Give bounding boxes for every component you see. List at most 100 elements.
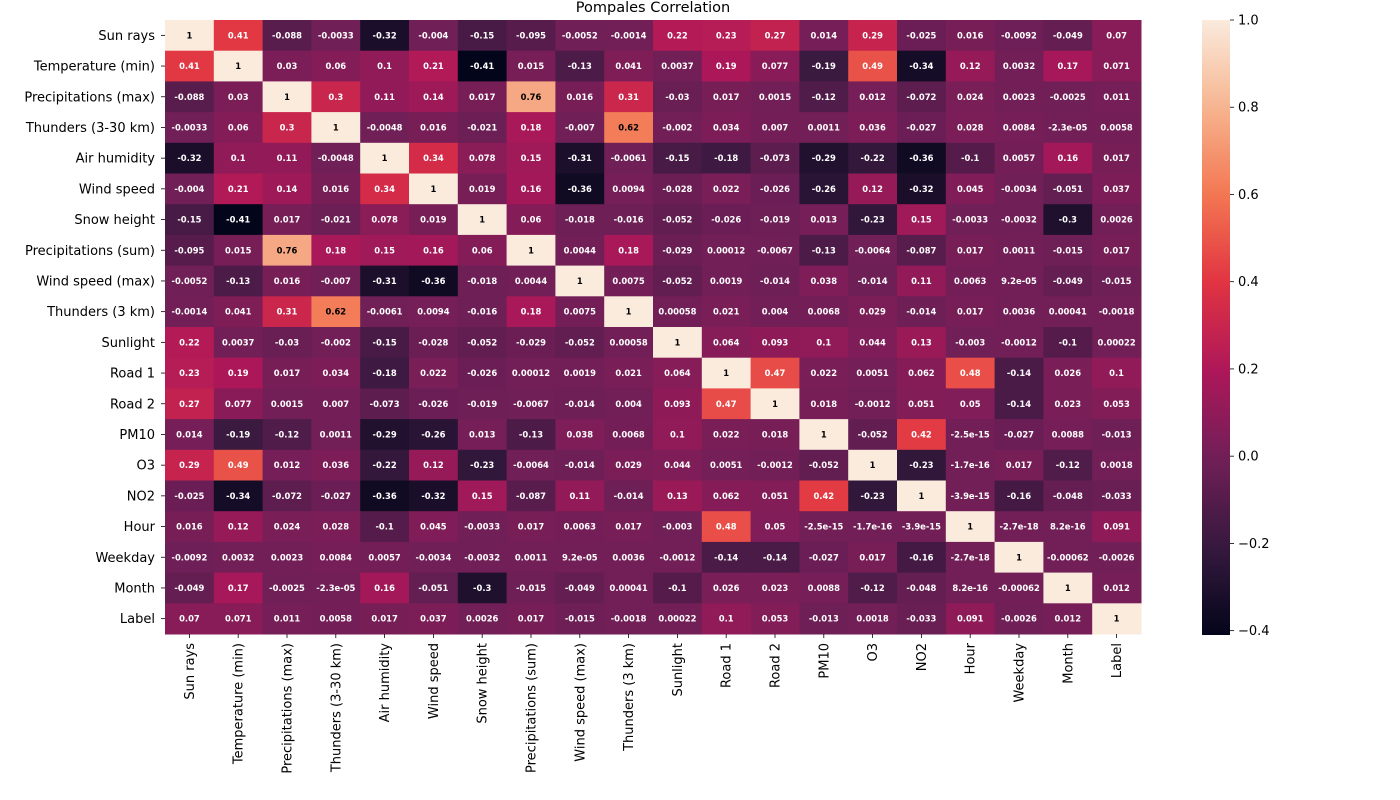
heatmap-cell [360,419,410,451]
cell-value-label: 0.016 [567,92,594,102]
heatmap-cell [555,265,605,297]
heatmap-cell [701,480,752,512]
heatmap-cell [506,81,556,113]
cell-value-label: 0.037 [1103,184,1130,194]
cell-value-label: 0.12 [228,522,249,532]
heatmap-cell [848,296,898,328]
heatmap-cell [409,112,459,144]
heatmap-cell [750,572,800,604]
colorbar-tick-label: 0.0 [1238,450,1259,465]
cell-value-label: 0.077 [225,399,252,409]
cell-value-label: 0.12 [960,61,981,71]
cell-value-label: 0.76 [277,245,298,255]
cell-value-label: -0.34 [909,61,933,71]
heatmap-cell [262,511,312,543]
heatmap-cell [165,357,215,389]
cell-value-label: -0.31 [568,153,592,163]
heatmap-cell [409,572,459,604]
heatmap-cell [897,50,947,82]
heatmap-cell [701,265,752,297]
cell-value-label: -0.049 [565,583,595,593]
cell-value-label: -0.015 [1102,276,1132,286]
heatmap-cell [750,296,800,328]
cell-value-label: 0.017 [1006,460,1033,470]
heatmap-cell [311,112,361,144]
cell-value-label: -0.0067 [757,245,793,255]
heatmap-cell [555,511,605,543]
heatmap-cell [360,296,410,328]
heatmap-cell [701,234,752,267]
cell-value-label: -0.19 [812,61,836,71]
heatmap-cell [750,449,800,481]
cell-value-label: -0.013 [1102,429,1132,439]
heatmap-cell [165,572,215,604]
cell-value-label: -0.14 [1007,368,1031,378]
heatmap-cell [799,603,849,635]
heatmap-cell [945,173,996,205]
heatmap-cell [165,511,215,543]
cell-value-label: 8.2e-16 [1050,522,1086,532]
cell-value-label: -0.021 [467,122,497,132]
cell-value-label: 0.034 [323,368,350,378]
y-tick-label: Precipitations (max) [24,90,155,105]
heatmap-cell [1043,480,1093,512]
heatmap-cell [360,81,410,113]
heatmap-cell [604,204,654,236]
cell-value-label: -0.0092 [1001,30,1037,40]
cell-value-label: 0.017 [957,307,984,317]
heatmap-cell [653,234,703,267]
heatmap-cell [360,142,410,174]
cell-value-label: -0.015 [1053,245,1083,255]
heatmap-cell [262,112,312,144]
heatmap-cell [945,142,996,174]
heatmap-cell [945,204,996,236]
heatmap-cell [1092,142,1142,174]
cell-value-label: -0.0048 [318,153,354,163]
cell-value-label: 0.023 [1055,399,1082,409]
heatmap-cell [555,142,605,174]
cell-value-label: 0.038 [567,429,594,439]
cell-value-label: 0.028 [957,122,984,132]
heatmap-cell [1092,173,1142,205]
heatmap-cell [213,20,264,52]
heatmap-cell [165,234,215,267]
cell-value-label: 0.029 [615,460,642,470]
cell-value-label: -0.41 [226,215,250,225]
heatmap-cell [750,20,800,52]
cell-value-label: -0.028 [418,337,448,347]
heatmap-cell [897,296,947,328]
cell-value-label: 0.05 [960,399,981,409]
cell-value-label: -0.013 [809,614,839,624]
heatmap-cell [311,265,361,297]
cell-value-label: -0.36 [373,491,397,501]
cell-value-label: -0.0012 [757,460,793,470]
cell-value-label: 0.013 [469,429,496,439]
cell-value-label: -0.019 [760,215,790,225]
cell-value-label: -0.15 [470,30,494,40]
heatmap-cell [360,541,410,574]
heatmap-cell [701,511,752,543]
y-tick-label: Snow height [74,213,155,228]
cell-value-label: -0.14 [763,552,787,562]
heatmap-cell [994,480,1044,512]
heatmap-cell [1043,204,1093,236]
heatmap-cell [653,296,703,328]
cell-value-label: 0.0044 [515,276,547,286]
cell-value-label: -0.048 [906,583,936,593]
heatmap-cell [1043,81,1093,113]
heatmap-cell [653,511,703,543]
cell-value-label: -0.087 [516,491,546,501]
cell-value-label: 0.41 [179,61,200,71]
heatmap-cell [262,480,312,512]
cell-value-label: 0.0015 [759,92,791,102]
heatmap-cell [1092,572,1142,604]
heatmap-cell [604,449,654,481]
heatmap-cell [848,511,898,543]
heatmap-cell [165,173,215,205]
cell-value-label: 1 [772,399,778,409]
heatmap-cell [897,388,947,420]
heatmap-cell [848,50,898,82]
heatmap-cell [653,541,703,574]
y-tick-label: Thunders (3-30 km) [25,121,155,136]
